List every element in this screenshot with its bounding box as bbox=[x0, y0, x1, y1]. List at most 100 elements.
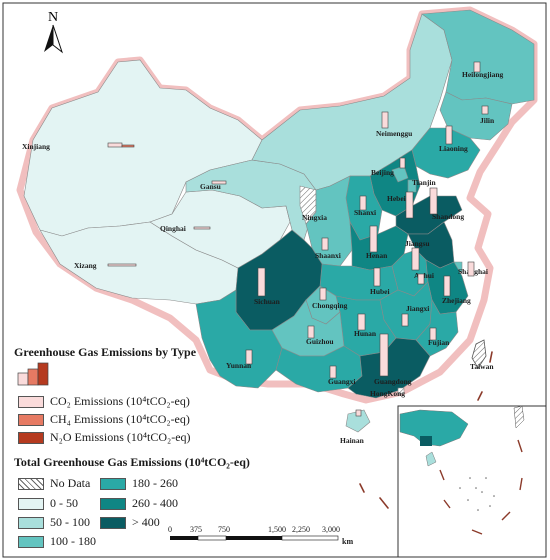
label-xinjiang: Xinjiang bbox=[22, 142, 50, 151]
label-50-100: 50 - 100 bbox=[50, 515, 90, 529]
label-hebei: Hebei bbox=[387, 194, 406, 203]
legend-260-400-item: 260 - 400 bbox=[100, 496, 178, 511]
label-guangxi: Guangxi bbox=[328, 377, 356, 386]
swatch-50-100 bbox=[18, 516, 44, 529]
scale-tick-375: 375 bbox=[190, 525, 202, 534]
legend-0-50-item: 0 - 50 bbox=[18, 496, 78, 511]
region-fujian[interactable] bbox=[415, 299, 459, 357]
label-tianjin: Tianjin bbox=[412, 178, 436, 187]
label-zhejiang: Zhejiang bbox=[442, 296, 471, 305]
swatch-0-50 bbox=[18, 497, 44, 510]
emission-bar bbox=[429, 187, 438, 215]
n2o-label: N₂O Emissions (10⁴tCO₂-eq) bbox=[50, 430, 191, 444]
legend-co2-item: CO₂ Emissions (10⁴tCO₂-eq) bbox=[18, 394, 190, 409]
emission-bar bbox=[245, 349, 253, 365]
north-arrow-icon: N bbox=[44, 10, 63, 54]
legend-ch4-item: CH₄ Emissions (10⁴tCO₂-eq) bbox=[18, 412, 190, 427]
swatch-180-260 bbox=[100, 477, 126, 490]
emission-bar bbox=[399, 157, 406, 169]
emission-bar bbox=[319, 287, 327, 301]
label-hubei: Hubei bbox=[370, 287, 390, 296]
label-ningxia: Ningxia bbox=[302, 213, 327, 222]
n2o-swatch bbox=[18, 431, 44, 444]
swatch-400plus bbox=[100, 516, 126, 529]
region-taiwan[interactable] bbox=[471, 339, 487, 369]
emission-bar bbox=[357, 313, 366, 331]
emission-bar bbox=[359, 195, 367, 211]
emission-bar bbox=[121, 144, 135, 148]
emission-bar bbox=[381, 111, 389, 129]
scale-tick-2250: 2,250 bbox=[292, 525, 310, 534]
label-heilongjiang: Heilongjiang bbox=[462, 70, 504, 79]
legend-n2o-item: N₂O Emissions (10⁴tCO₂-eq) bbox=[18, 430, 191, 445]
emission-bar bbox=[369, 225, 378, 253]
emission-bar bbox=[373, 267, 381, 287]
label-guizhou: Guizhou bbox=[306, 337, 334, 346]
label-100-180: 100 - 180 bbox=[50, 534, 96, 548]
emission-bar bbox=[411, 247, 420, 271]
emission-bar bbox=[307, 325, 315, 339]
emission-bar bbox=[107, 263, 137, 267]
region-guangdong[interactable] bbox=[347, 337, 431, 399]
label-jiangsu: Jiangsu bbox=[405, 239, 430, 248]
legend-400plus-item: > 400 bbox=[100, 515, 160, 530]
label-gansu: Gansu bbox=[200, 182, 221, 191]
emission-bar bbox=[355, 409, 362, 417]
label-shandong: Shandong bbox=[432, 212, 464, 221]
legend-type-title: Greenhouse Gas Emissions by Type bbox=[14, 345, 197, 359]
swatch-260-400 bbox=[100, 497, 126, 510]
label-180-260: 180 - 260 bbox=[132, 476, 178, 490]
label-liaoning: Liaoning bbox=[439, 144, 468, 153]
emission-bar bbox=[417, 273, 425, 285]
scale-bar: 0 375 750 1,500 2,250 3,000 km bbox=[168, 525, 353, 546]
scale-tick-750: 750 bbox=[218, 525, 230, 534]
region-shaanxi[interactable] bbox=[305, 175, 353, 267]
label-shanxi: Shanxi bbox=[354, 208, 376, 217]
label-jiangxi: Jiangxi bbox=[406, 304, 429, 313]
legend-nodata-item: No Data bbox=[18, 476, 90, 491]
emission-bar bbox=[429, 327, 437, 341]
co2-label: CO₂ Emissions (10⁴tCO₂-eq) bbox=[50, 394, 190, 408]
legend-180-260-item: 180 - 260 bbox=[100, 476, 178, 491]
emission-bar bbox=[473, 61, 481, 73]
region-tianjin[interactable] bbox=[407, 179, 417, 193]
label-qinghai: Qinghai bbox=[160, 224, 186, 233]
region-jilin[interactable] bbox=[439, 91, 513, 141]
label-chongqing: Chongqing bbox=[312, 301, 348, 310]
swatch-100-180 bbox=[18, 535, 44, 548]
emission-bar bbox=[405, 191, 414, 219]
svg-text:N: N bbox=[48, 10, 58, 25]
label-hongkong: HongKong bbox=[370, 389, 405, 398]
inset-map bbox=[397, 405, 547, 558]
region-hainan[interactable] bbox=[345, 409, 371, 433]
legend-50-100-item: 50 - 100 bbox=[18, 515, 90, 530]
emission-bars bbox=[107, 61, 489, 417]
emission-bar bbox=[257, 267, 266, 297]
ch4-swatch bbox=[18, 413, 44, 426]
scale-tick-1500: 1,500 bbox=[268, 525, 286, 534]
label-yunnan: Yunnan bbox=[226, 361, 252, 370]
emission-bar bbox=[379, 333, 389, 377]
nodata-label: No Data bbox=[50, 476, 91, 490]
label-hainan: Hainan bbox=[340, 436, 365, 445]
ch4-label: CH₄ Emissions (10⁴tCO₂-eq) bbox=[50, 412, 190, 426]
legend-100-180-item: 100 - 180 bbox=[18, 534, 96, 549]
emission-bar bbox=[321, 237, 329, 251]
emission-bar bbox=[107, 142, 123, 148]
region-hongkong[interactable] bbox=[397, 387, 405, 395]
label-xizang: Xizang bbox=[74, 261, 97, 270]
emission-bar bbox=[193, 226, 211, 230]
label-shaanxi: Shaanxi bbox=[315, 251, 341, 260]
label-400plus: > 400 bbox=[132, 515, 160, 529]
label-sichuan: Sichuan bbox=[254, 297, 281, 306]
legend-type-glyph-icon bbox=[17, 362, 49, 386]
label-beijing: Beijing bbox=[371, 168, 394, 177]
legend-total-title: Total Greenhouse Gas Emissions (10⁴tCO₂-… bbox=[14, 455, 250, 469]
emission-bar bbox=[443, 275, 451, 297]
emission-bar bbox=[329, 365, 337, 379]
nodata-swatch bbox=[18, 477, 44, 490]
scale-tick-0: 0 bbox=[168, 525, 172, 534]
emission-bar bbox=[481, 105, 489, 115]
